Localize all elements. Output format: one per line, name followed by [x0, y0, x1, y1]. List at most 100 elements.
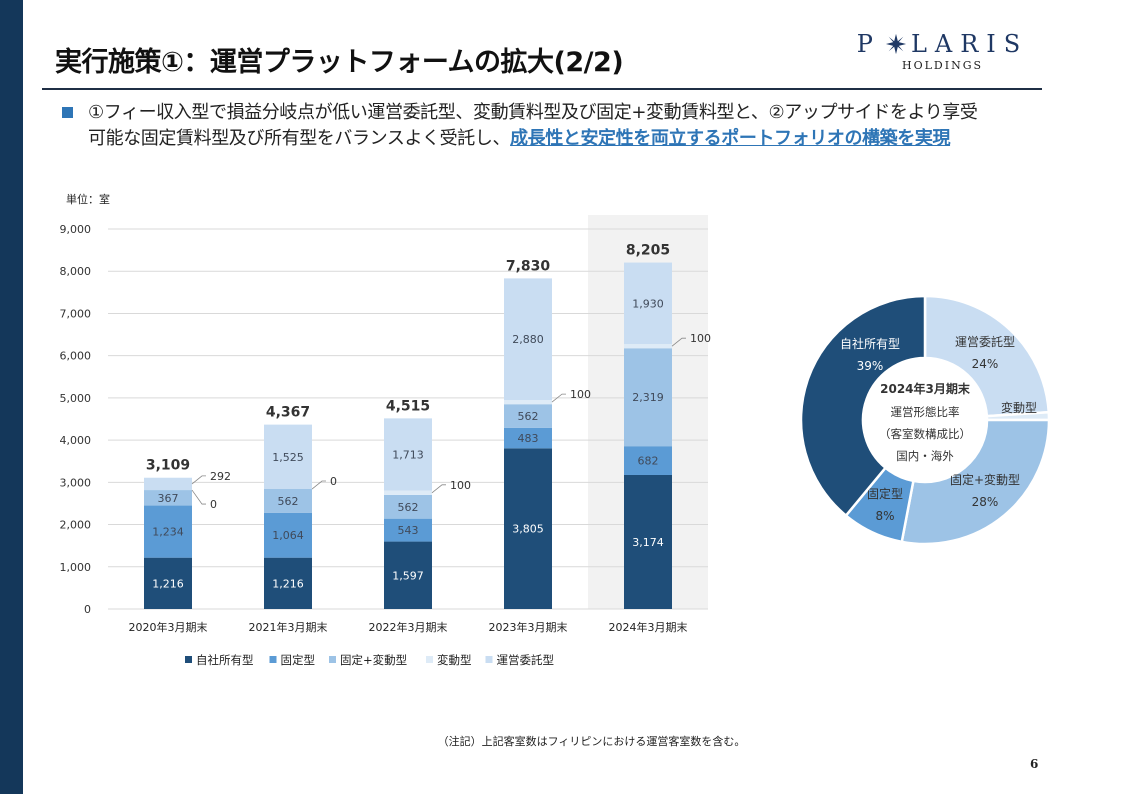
slice-name-label: 固定+変動型	[950, 472, 1020, 487]
slice-name-label: 固定型	[867, 486, 903, 501]
bar-segment-own	[144, 557, 192, 609]
bullet-square-icon	[62, 107, 73, 118]
data-label: 483	[518, 432, 539, 445]
donut-center-text: （客室数構成比）	[879, 427, 971, 441]
y-tick-label: 1,000	[60, 561, 92, 574]
data-label: 367	[158, 492, 179, 505]
data-label: 562	[518, 410, 539, 423]
leader-line	[311, 480, 326, 490]
data-label-callout: 100	[450, 479, 471, 492]
logo-subtitle: HOLDINGS	[901, 59, 984, 72]
logo-wordmark: P LARIS	[855, 30, 1030, 58]
data-label: 1,713	[392, 449, 424, 462]
bar-segment-variable	[624, 344, 672, 349]
bar-segment-variable	[384, 490, 432, 495]
x-tick-label: 2023年3月期末	[489, 620, 568, 634]
bar-segment-management	[264, 424, 312, 490]
donut-hole	[863, 358, 987, 482]
y-tick-label: 3,000	[60, 476, 92, 489]
data-label: 562	[398, 501, 419, 514]
legend-swatch-fixed	[269, 656, 277, 663]
bar-segment-fixed	[504, 427, 552, 449]
donut-center-text: 国内・海外	[896, 449, 954, 463]
bar-segment-variable	[504, 400, 552, 405]
bar-segment-fixed_variable	[144, 490, 192, 506]
bar-segment-fixed_variable	[504, 404, 552, 428]
logo-letters: LARIS	[910, 30, 1029, 58]
y-tick-label: 4,000	[60, 434, 92, 447]
page-number: 6	[1030, 757, 1039, 771]
bar-segment-own	[624, 474, 672, 609]
bullet-line-2: 可能な固定賃料型及び所有型をバランスよく受託し、成長性と安定性を両立するポートフ…	[88, 126, 1062, 152]
bar-segment-fixed_variable	[264, 489, 312, 513]
legend-label: 固定型	[281, 653, 316, 667]
y-tick-label: 2,000	[60, 519, 92, 532]
slice-pct-label: 39%	[857, 359, 884, 373]
total-label: 8,205	[626, 243, 670, 259]
footnote: （注記）上記客室数はフィリピンにおける運営客室数を含む。	[437, 735, 746, 748]
y-tick-label: 9,000	[60, 223, 92, 236]
data-label-callout: 100	[690, 332, 711, 345]
data-label: 1,597	[392, 569, 424, 582]
total-label: 4,367	[266, 405, 310, 421]
legend-swatch-variable	[426, 656, 433, 663]
legend-label: 自社所有型	[196, 653, 254, 667]
data-label: 1,525	[272, 451, 304, 464]
slice-name-label: 自社所有型	[840, 336, 900, 351]
legend-swatch-own	[185, 656, 192, 663]
data-label: 1,064	[272, 529, 304, 542]
total-label: 3,109	[146, 458, 190, 474]
data-label: 2,880	[512, 333, 544, 346]
donut-center-text: 2024年3月期末	[880, 381, 971, 396]
bar-segment-own	[504, 448, 552, 609]
logo-letter-p: P	[856, 30, 881, 58]
donut-center-text: 運営形態比率	[891, 405, 960, 419]
title-divider	[42, 88, 1042, 90]
bullet-line-1: ①フィー収入型で損益分岐点が低い運営委託型、変動賃料型及び固定+変動賃料型と、②…	[88, 102, 978, 123]
data-label: 1,234	[152, 526, 184, 539]
page-title: 実行施策①：運営プラットフォームの拡大(2/2)	[55, 47, 624, 78]
bar-segment-own	[384, 541, 432, 609]
sidebar-band	[0, 0, 23, 794]
data-label: 3,174	[632, 536, 664, 549]
legend-swatch-management	[485, 656, 493, 663]
bullet-line-2-plain: 可能な固定賃料型及び所有型をバランスよく受託し、	[88, 128, 511, 149]
y-tick-label: 0	[84, 603, 91, 616]
legend-swatch-fixed_variable	[329, 656, 336, 663]
bar-segment-fixed_variable	[384, 494, 432, 519]
leader-line	[191, 489, 206, 505]
legend-label: 変動型	[437, 653, 472, 667]
bar-segment-fixed	[144, 505, 192, 558]
data-label: 682	[638, 455, 659, 468]
legend-label: 運営委託型	[497, 653, 555, 667]
summary-bullet: ①フィー収入型で損益分岐点が低い運営委託型、変動賃料型及び固定+変動賃料型と、②…	[62, 100, 1062, 152]
bar-segment-management	[504, 278, 552, 400]
legend-label: 固定+変動型	[340, 653, 407, 667]
star-icon	[885, 33, 907, 55]
data-label: 1,930	[632, 297, 664, 310]
slice-pct-label: 28%	[972, 495, 999, 509]
y-tick-label: 8,000	[60, 265, 92, 278]
bar-segment-fixed	[384, 518, 432, 542]
x-tick-label: 2020年3月期末	[129, 620, 208, 634]
slice-name-label: 運営委託型	[955, 334, 1015, 349]
data-label: 1,216	[272, 577, 304, 590]
leader-line	[191, 475, 206, 485]
y-tick-label: 7,000	[60, 307, 92, 320]
x-tick-label: 2024年3月期末	[609, 620, 688, 634]
donut-slice-management	[923, 294, 1051, 418]
data-label: 562	[278, 495, 299, 508]
bar-segment-own	[264, 557, 312, 609]
data-label-callout: 292	[210, 470, 231, 483]
bar-segment-management	[144, 477, 192, 491]
y-tick-label: 5,000	[60, 392, 92, 405]
donut-chart: 運営委託型24%変動型1%固定+変動型28%固定型8%自社所有型39%2024年…	[799, 294, 1051, 546]
data-label-callout: 0	[330, 475, 337, 488]
slice-pct-label: 24%	[972, 357, 999, 371]
x-tick-label: 2021年3月期末	[249, 620, 328, 634]
bar-segment-fixed	[624, 446, 672, 475]
bullet-highlight: 成長性と安定性を両立するポートフォリオの構築を実現	[510, 128, 951, 149]
leader-line	[431, 484, 446, 494]
data-label: 3,805	[512, 523, 544, 536]
data-label: 1,216	[152, 577, 184, 590]
